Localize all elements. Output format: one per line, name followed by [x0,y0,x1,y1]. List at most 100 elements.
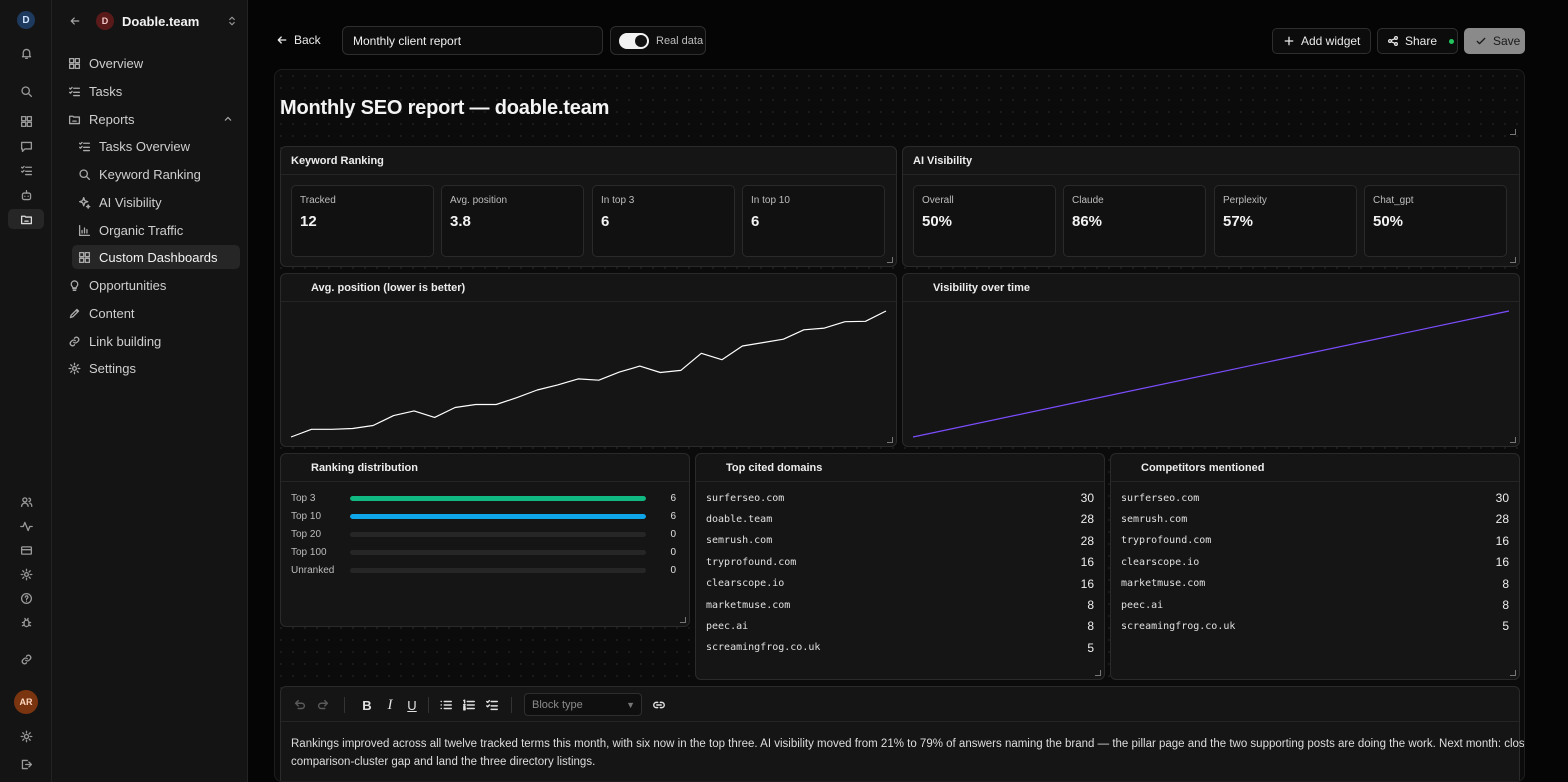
resize-handle[interactable] [887,437,893,443]
domain-name: semrush.com [706,535,773,547]
sidebar-item-settings[interactable]: Settings [62,356,240,380]
sidebar-item-custom-dashboards[interactable]: Custom Dashboards [72,245,240,269]
grid-icon[interactable] [14,111,38,131]
report-title-input[interactable]: Monthly client report [342,26,603,55]
resize-handle[interactable] [887,257,893,263]
sidebar-item-tasks-overview[interactable]: Tasks Overview [72,134,240,158]
chevrons-up-down-icon[interactable] [224,13,240,29]
widget-title: Ranking distribution [311,462,418,474]
chat-icon[interactable] [14,136,38,156]
resize-handle[interactable] [1510,257,1516,263]
editor-toolbar: B I U Block type ▼ [281,687,1519,722]
lightbulb-icon [67,278,81,292]
activity-icon[interactable] [14,516,38,536]
sidebar-item-label: Tasks [89,83,123,99]
help-icon[interactable] [14,588,38,608]
redo-icon[interactable] [314,696,332,714]
distribution-bar-track [350,567,646,573]
credit-card-icon[interactable] [14,540,38,560]
checklist-icon[interactable] [14,160,38,180]
distribution-label: Top 10 [291,510,322,522]
checklist-icon [77,139,91,153]
link-icon[interactable] [650,696,668,714]
bold-button[interactable]: B [362,697,372,713]
resize-handle[interactable] [680,617,686,623]
domain-row: surferseo.com 30 [1121,488,1509,508]
gear-icon[interactable] [14,564,38,584]
sidebar-item-link-building[interactable]: Link building [62,329,240,353]
undo-icon[interactable] [291,696,309,714]
toolbar-divider [511,697,512,713]
share-button[interactable]: Share [1377,28,1458,54]
task-list-icon[interactable] [483,696,501,714]
sidebar-item-label: Overview [89,55,144,71]
sidebar-item-label: Custom Dashboards [99,249,218,265]
sidebar-item-label: Link building [89,333,162,349]
domain-name: tryprofound.com [706,556,797,568]
distribution-row: Top 3 6 [291,491,681,505]
sidebar-item-overview[interactable]: Overview [62,51,240,75]
divider [903,301,1519,302]
workspace-switcher[interactable]: D Doable.team [60,8,240,34]
domain-row: peec.ai 8 [706,616,1094,636]
visibility-chart [912,310,1510,438]
dashboard-icon [77,250,91,264]
report-heading[interactable]: Monthly SEO report — doable.team [280,97,610,119]
sidebar-item-reports[interactable]: Reports [62,107,240,131]
sidebar-item-keyword-ranking[interactable]: Keyword Ranking [72,162,240,186]
bullet-list-icon[interactable] [437,696,455,714]
save-button[interactable]: Save [1464,28,1525,54]
arrow-left-icon [277,36,287,44]
chevron-down-icon: ▼ [626,699,635,710]
sidebar-item-tasks[interactable]: Tasks [62,79,240,103]
bot-icon[interactable] [14,185,38,205]
competitors-widget: Competitors mentioned surferseo.com 30 sem… [1110,453,1520,680]
user-avatar[interactable]: AR [14,690,38,714]
bug-icon[interactable] [14,612,38,632]
resize-handle[interactable] [1510,670,1516,676]
link-icon[interactable] [14,649,38,669]
italic-button[interactable]: I [387,696,393,713]
top-cited-domains-widget: Top cited domains surferseo.com 30 doable.… [695,453,1105,680]
reports-folder-icon[interactable] [8,209,44,229]
arrow-left-icon[interactable] [64,10,86,32]
logout-icon[interactable] [14,754,38,774]
resize-handle[interactable] [1095,670,1101,676]
domain-row: surferseo.com 30 [706,488,1094,508]
resize-handle[interactable] [1510,129,1516,135]
block-type-select[interactable]: Block type ▼ [524,693,642,716]
sidebar-item-label: Keyword Ranking [99,166,201,182]
reports-folder-icon [67,112,81,126]
sidebar-item-opportunities[interactable]: Opportunities [62,273,240,297]
sun-icon[interactable] [14,726,38,746]
sidebar-item-label: AI Visibility [99,194,162,210]
add-widget-button[interactable]: Add widget [1272,28,1371,54]
underline-button[interactable]: U [407,697,417,713]
search-icon[interactable] [14,81,38,101]
series-line [290,310,887,438]
sidebar-item-content[interactable]: Content [62,301,240,325]
bar-chart-icon [77,223,91,237]
chevron-up-icon[interactable] [222,113,234,125]
real-data-toggle[interactable]: Real data [610,26,706,55]
editor-body[interactable]: Rankings improved across all twelve trac… [291,738,1525,768]
domain-name: marketmuse.com [1121,578,1206,590]
resize-handle[interactable] [1510,437,1516,443]
domain-row: peec.ai 8 [1121,595,1509,615]
distribution-count: 0 [670,546,676,558]
users-icon[interactable] [14,491,38,511]
domain-name: peec.ai [1121,599,1164,611]
toggle-switch[interactable] [619,32,649,49]
back-button[interactable]: Back [276,27,321,53]
sidebar-item-organic-traffic[interactable]: Organic Traffic [72,218,240,242]
domain-row: tryprofound.com 16 [706,552,1094,572]
sidebar-item-ai-visibility[interactable]: AI Visibility [72,190,240,214]
workspace-logo[interactable]: D [17,11,35,29]
numbered-list-icon[interactable] [460,696,478,714]
avg-position-chart [290,310,887,438]
domain-row: marketmuse.com 8 [706,595,1094,615]
domain-name: doable.team [706,513,773,525]
domain-name: peec.ai [706,620,749,632]
bell-icon[interactable] [14,43,38,63]
ai-visibility-widget: AI Visibility Overall 50% Claude 86% Perpl… [902,146,1520,267]
